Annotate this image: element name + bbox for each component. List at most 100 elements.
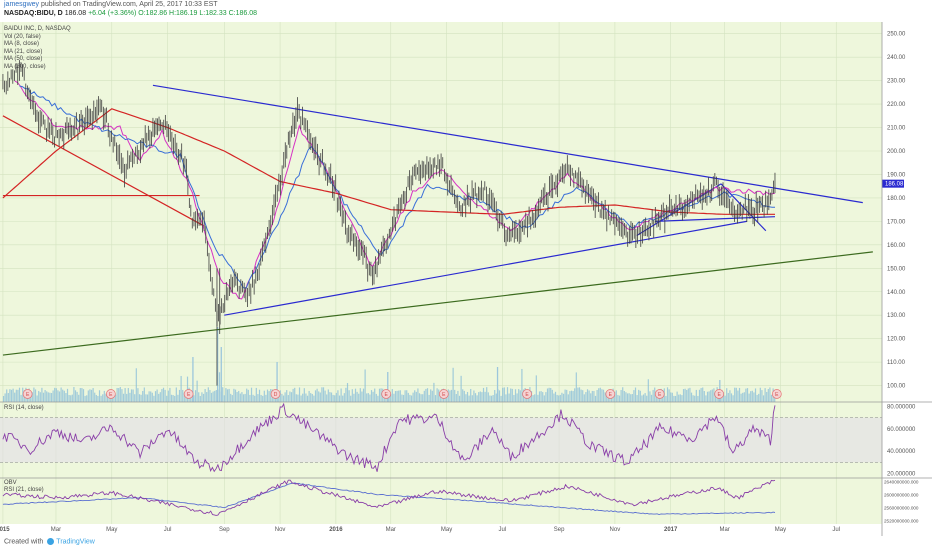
legend-item[interactable]: MA (200, close) [4, 63, 46, 70]
volume-bar [63, 390, 65, 402]
volume-bar [436, 388, 438, 402]
volume-bar [222, 387, 224, 402]
tradingview-logo-icon [47, 538, 55, 545]
volume-bar [108, 395, 110, 402]
volume-bar [601, 389, 603, 402]
volume-bar [458, 395, 461, 402]
legend-item[interactable]: Vol (20, false) [4, 33, 41, 40]
volume-bar [226, 389, 229, 402]
volume-bar [14, 392, 16, 402]
volume-bar [510, 388, 512, 402]
price-tick-label: 130.00 [887, 313, 906, 319]
rsi21-line [2, 479, 776, 516]
volume-bar [175, 387, 177, 402]
volume-bar [305, 393, 307, 402]
volume-bar [114, 394, 117, 402]
volume-bar [33, 387, 35, 402]
volume-bar [134, 394, 136, 402]
volume-bar [439, 393, 441, 402]
legend-item[interactable]: MA (21, close) [4, 48, 43, 55]
volume-bar [210, 392, 213, 402]
legend-item[interactable]: MA (50, close) [4, 56, 43, 63]
date-tick-label: Sep [219, 527, 230, 533]
volume-bar [266, 389, 269, 402]
volume-bar [628, 393, 630, 402]
volume-bar [140, 394, 142, 402]
earnings-marker-label: E [187, 392, 191, 398]
volume-bar [538, 391, 541, 402]
volume-bar [727, 392, 729, 402]
legend-item[interactable]: MA (8, close) [4, 41, 40, 48]
rsi21-legend[interactable]: RSI (21, close) [4, 487, 44, 493]
volume-bar [58, 391, 61, 402]
volume-bar [374, 388, 376, 402]
volume-bar [746, 388, 749, 402]
volume-bar [265, 394, 267, 402]
volume-bar [767, 389, 769, 402]
volume-spike [276, 362, 278, 402]
earnings-marker [714, 389, 725, 399]
volume-bar [399, 390, 401, 402]
volume-bar [42, 392, 45, 402]
obv-legend[interactable]: OBV [4, 480, 17, 486]
osc2-pane [2, 479, 776, 516]
tradingview-brand[interactable]: TradingView [56, 538, 95, 546]
volume-bar [137, 388, 139, 402]
volume-bar [178, 389, 181, 402]
volume-bar [270, 389, 272, 402]
volume-bar [737, 390, 739, 402]
volume-bar [615, 390, 617, 402]
volume-bar [455, 394, 457, 402]
volume-bar [223, 395, 225, 402]
author-link[interactable]: jamesgwey [4, 1, 40, 8]
volume-bar [774, 394, 776, 402]
volume-bar [66, 388, 69, 402]
volume-bar [78, 394, 80, 402]
volume-bar [532, 395, 534, 402]
volume-bar [404, 390, 406, 402]
volume-bar [407, 392, 409, 402]
volume-bar [95, 394, 97, 402]
volume-bar [250, 387, 253, 402]
volume-bar [300, 395, 302, 402]
volume-bar [590, 393, 592, 402]
volume-bar [630, 394, 632, 402]
volume-bar [454, 389, 456, 402]
price-tick-label: 250.00 [887, 32, 906, 38]
volume-bar [482, 387, 485, 402]
volume-bar [550, 387, 552, 402]
volume-bar [249, 394, 251, 402]
volume-bar [578, 387, 581, 402]
rsi14-legend[interactable]: RSI (14, close) [4, 405, 44, 411]
date-tick-label: May [441, 527, 452, 533]
volume-bar [17, 389, 19, 402]
price-change: +6.04 (+3.36%) [88, 10, 137, 17]
volume-bar [244, 393, 246, 402]
volume-bar [164, 389, 166, 402]
volume-bar [358, 393, 360, 402]
volume-bar [762, 395, 765, 402]
volume-bar [743, 392, 745, 402]
volume-bar [516, 393, 518, 402]
volume-bar [378, 388, 381, 402]
published-text: published on TradingView.com, April 25, … [40, 1, 218, 8]
volume-bar [353, 393, 355, 402]
symbol-name[interactable]: NASDAQ:BIDU, D [4, 10, 63, 17]
volume-bar [281, 393, 283, 402]
volume-bar [514, 389, 517, 402]
volume-bar [150, 391, 152, 402]
volume-bar [518, 389, 520, 402]
volume-bar [198, 392, 200, 402]
volume-bar [298, 387, 301, 402]
volume-bar [359, 388, 361, 402]
volume-bar [279, 390, 281, 402]
volume-bar [394, 391, 397, 402]
volume-bar [556, 394, 558, 402]
volume-bar [585, 392, 587, 402]
volume-bar [103, 390, 105, 402]
volume-bar [551, 389, 553, 402]
volume-bar [316, 388, 318, 402]
volume-bar [713, 388, 715, 402]
